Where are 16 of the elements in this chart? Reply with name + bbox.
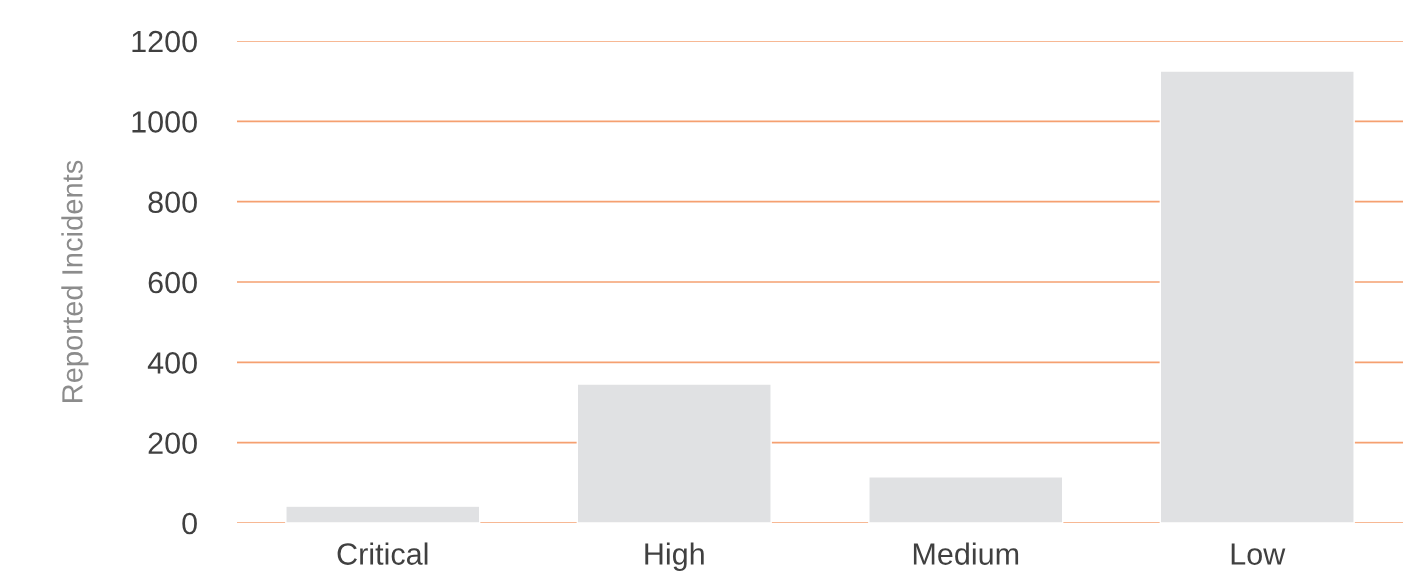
bar <box>868 476 1064 523</box>
y-tick-label: 600 <box>148 271 197 294</box>
bar <box>285 505 481 523</box>
y-tick-label: 1200 <box>132 30 197 53</box>
x-tick-label: Critical <box>337 542 428 565</box>
y-tick-label: 0 <box>182 512 197 535</box>
y-tick-label: 400 <box>147 352 197 374</box>
x-tick-label: High <box>645 542 704 571</box>
x-tick-label: Low <box>1231 543 1286 565</box>
y-tick-label: 200 <box>148 432 197 455</box>
y-tick-label: 800 <box>148 191 197 214</box>
x-tick-label: Medium <box>913 542 1019 565</box>
bar <box>576 383 772 523</box>
bar <box>1159 70 1355 523</box>
y-axis-title: Reported Incidents <box>61 160 89 403</box>
y-tick-label: 1000 <box>132 111 197 133</box>
